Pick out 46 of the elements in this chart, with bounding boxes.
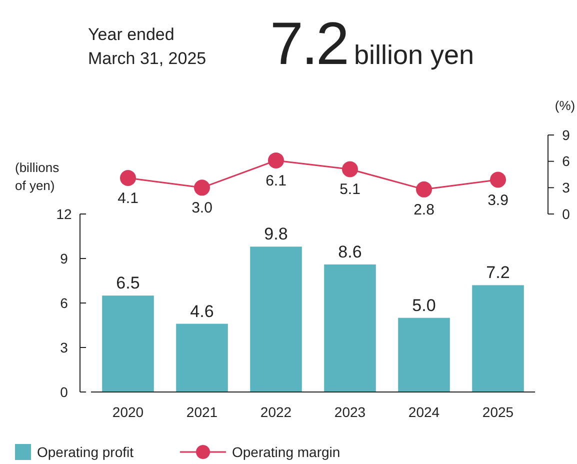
data-label: 6.5 [116,274,140,293]
y-tick-label: 6 [562,153,570,170]
y-tick-label: 3 [60,339,68,356]
point [268,152,284,168]
x-tick-label: 2024 [408,404,440,420]
bar [250,246,302,392]
data-label: 4.6 [190,302,214,321]
text: billion yen [354,40,474,70]
chart-subtitle: 7.2 [270,10,348,77]
y-tick-label: 12 [56,206,72,222]
data-label: 5.0 [412,296,436,315]
x-tick-label: 2022 [260,404,292,420]
bar [176,324,228,392]
x-tick-label: 2020 [112,404,144,420]
bar [398,318,450,392]
data-label: 4.1 [118,190,138,208]
data-label: 9.8 [264,224,288,244]
data-label: 6.1 [266,172,286,190]
y-axis-title: (billions of yen) [15,160,60,193]
legend-label: Operating profit [37,444,134,460]
y-axis-title: (%) [554,98,576,113]
chart-title: Year ended March 31, 2025 [88,25,206,68]
bar [102,296,154,392]
x-tick-label: 2023 [334,404,366,420]
point [194,180,210,196]
x-tick-label: 2021 [186,404,218,420]
data-label: 2.8 [414,201,434,218]
data-label: 8.6 [338,242,362,262]
data-label: 3.0 [192,200,212,217]
y-tick-label: 9 [60,250,68,266]
y-tick-label: 0 [562,206,570,222]
data-label: 3.9 [488,192,508,209]
data-label: 7.2 [486,263,510,282]
data-label: 5.1 [340,181,360,198]
y-tick-label: 3 [562,180,570,196]
point [416,181,432,198]
point [120,170,136,186]
legend-label: Operating margin [232,444,340,460]
y-tick-label: 0 [60,384,68,400]
y-tick-label: 6 [60,294,68,311]
point [490,172,506,188]
y-tick-label: 9 [562,126,570,143]
point [342,161,358,178]
bar [472,285,524,392]
x-tick-label: 2025 [482,404,514,420]
bar [324,264,376,392]
